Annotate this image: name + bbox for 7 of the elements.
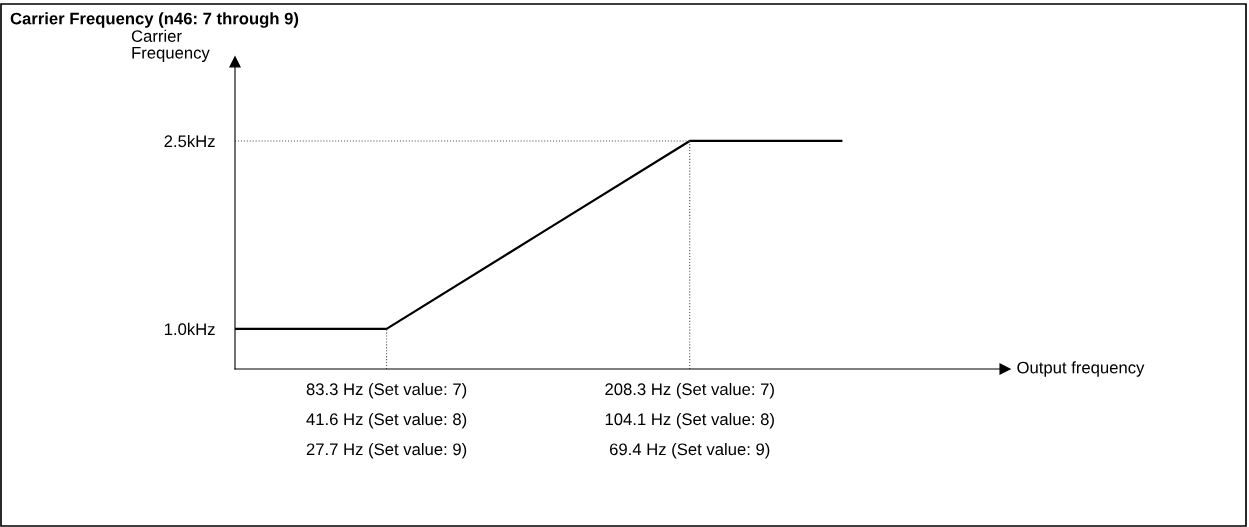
x-tick-label: 208.3 Hz (Set value: 7) 104.1 Hz (Set value: 8) 69.4 Hz (Set value: 9) <box>605 382 774 459</box>
x-axis-title: Output frequency <box>1017 361 1145 377</box>
chart-title: Carrier Frequency (n46: 7 through 9) <box>10 12 299 28</box>
x-tick-label: 83.3 Hz (Set value: 7) 41.6 Hz (Set value: 8) 27.7 Hz (Set value: 9) <box>306 382 467 459</box>
y-tick-label: 1.0kHz <box>164 322 215 336</box>
y-axis-title: Carrier Frequency <box>131 29 210 62</box>
y-tick-label: 2.5kHz <box>164 134 215 148</box>
